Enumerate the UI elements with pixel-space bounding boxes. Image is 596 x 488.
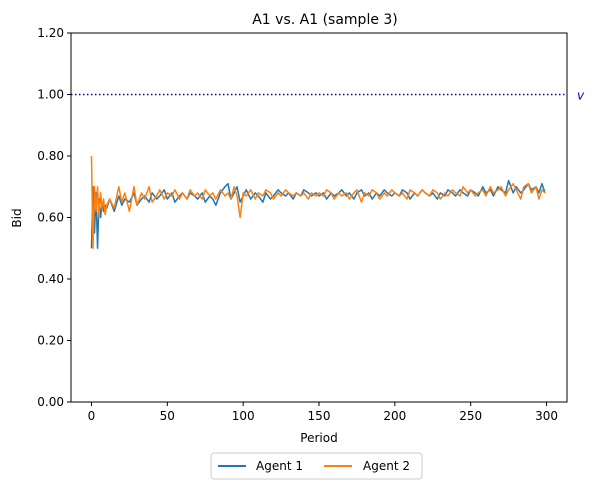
x-tick-label: 250 xyxy=(459,409,482,423)
plot-frame xyxy=(70,32,568,403)
series-line-agent-2 xyxy=(90,155,546,249)
plot-area xyxy=(71,93,567,249)
x-tick-label: 0 xyxy=(88,409,96,423)
y-tick-label: 0.60 xyxy=(37,211,64,225)
legend-label-agent-2: Agent 2 xyxy=(363,459,410,473)
legend-box xyxy=(210,452,423,480)
x-tick-label: 100 xyxy=(232,409,255,423)
y-tick-label: 1.00 xyxy=(37,88,64,102)
x-tick-label: 300 xyxy=(535,409,558,423)
legend-label-agent-1: Agent 1 xyxy=(256,459,303,473)
y-tick-label: 1.20 xyxy=(37,26,64,40)
y-tick-label: 0.80 xyxy=(37,149,64,163)
series-line-agent-1 xyxy=(90,179,546,249)
chart-title: A1 vs. A1 (sample 3) xyxy=(252,12,398,28)
y-axis: 0.00 0.20 0.40 0.60 0.80 1.00 1.20 xyxy=(37,26,71,409)
x-axis-label: Period xyxy=(300,431,337,445)
y-tick-label: 0.20 xyxy=(37,334,64,348)
legend: Agent 1 Agent 2 xyxy=(210,452,423,480)
x-tick-label: 200 xyxy=(383,409,406,423)
y-axis-label: Bid xyxy=(10,208,24,227)
x-tick-label: 150 xyxy=(308,409,331,423)
y-tick-label: 0.00 xyxy=(37,395,64,409)
reference-line-label: v xyxy=(577,89,585,103)
x-axis: 0 50 100 150 200 250 300 xyxy=(88,402,558,423)
x-tick-label: 50 xyxy=(160,409,175,423)
y-tick-label: 0.40 xyxy=(37,272,64,286)
